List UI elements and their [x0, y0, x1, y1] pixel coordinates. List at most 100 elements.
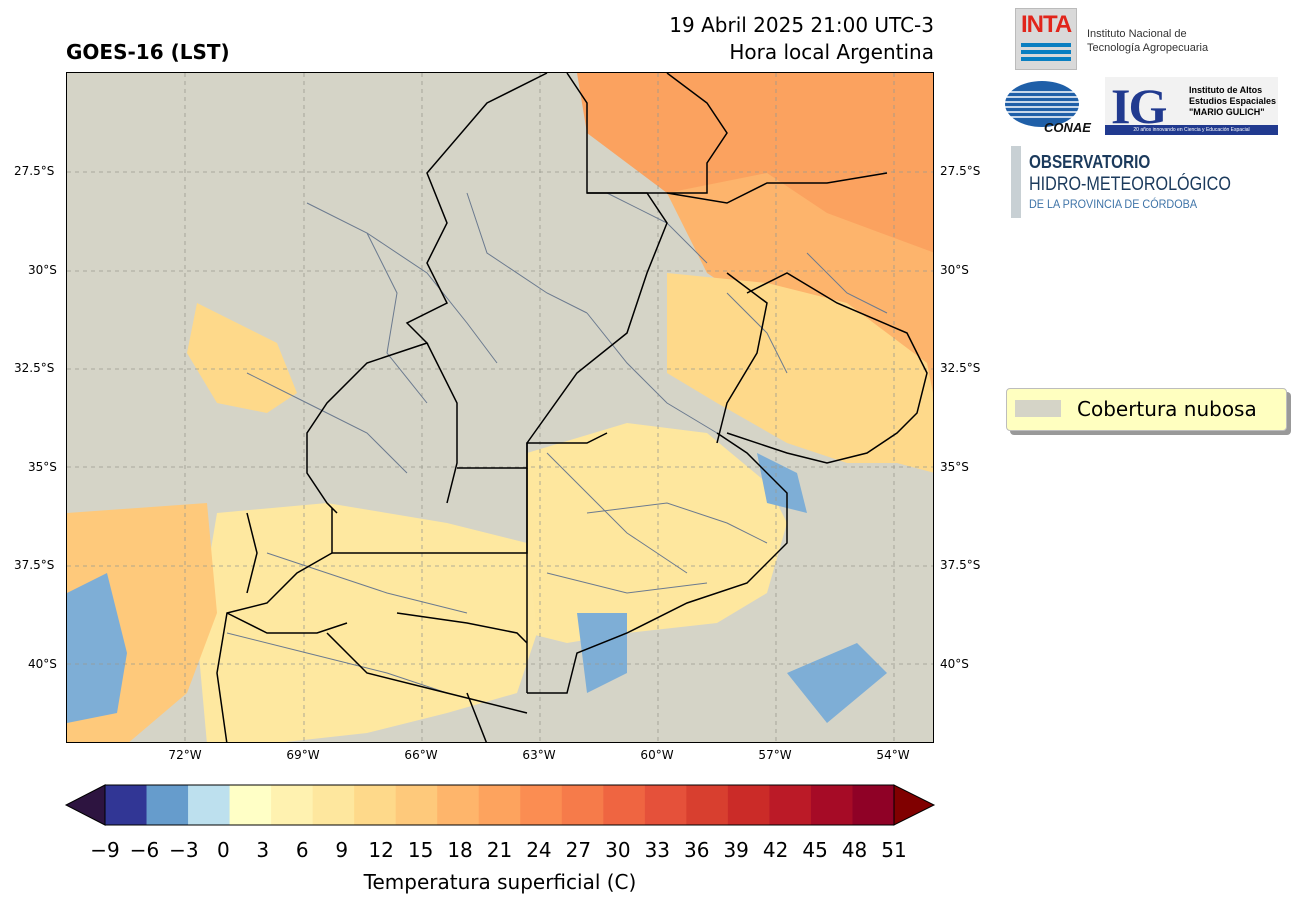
inta-stripe	[1021, 50, 1071, 54]
inta-name: Instituto Nacional de Tecnología Agropec…	[1087, 27, 1208, 55]
colorbar-cell	[188, 785, 231, 825]
cloud-legend-swatch	[1015, 400, 1061, 417]
southern-region	[197, 503, 537, 742]
observatorio-bar	[1011, 146, 1021, 218]
colorbar-tick-label: 12	[368, 838, 394, 862]
colorbar-cell	[229, 785, 272, 825]
colorbar-tick-label: 51	[881, 838, 907, 862]
ig-tagline: 20 años innovando en Ciencia y Educación…	[1105, 125, 1278, 135]
timezone-line: Hora local Argentina	[729, 40, 934, 64]
inta-name-line: Instituto Nacional de	[1087, 28, 1187, 40]
colorbar-cell	[769, 785, 812, 825]
timestamp-line: 19 Abril 2025 21:00 UTC-3	[669, 13, 934, 37]
lon-tick: 69°W	[286, 748, 320, 762]
colorbar-tick-label: 27	[565, 838, 592, 862]
lat-tick-left: 32.5°S	[14, 361, 55, 375]
colorbar-cell	[644, 785, 687, 825]
colorbar-tick-label: 18	[447, 838, 473, 862]
ig-logo: IG Instituto de Altos Estudios Espaciale…	[1105, 77, 1278, 135]
colorbar-tick-label: 33	[644, 838, 671, 862]
cloud-legend: Cobertura nubosa	[1006, 388, 1287, 431]
colorbar-frame	[104, 784, 895, 826]
colorbar-tick-label: 0	[216, 838, 230, 862]
colorbar-label: Temperatura superficial (C)	[363, 870, 637, 894]
colorbar-tick-label: 21	[486, 838, 513, 862]
colorbar-tick-label: −6	[129, 838, 160, 862]
cold-patch-ocean	[787, 643, 887, 723]
colorbar-tick-label: 48	[841, 838, 868, 862]
pampa-region	[527, 423, 787, 643]
colorbar-cell	[810, 785, 853, 825]
lat-tick-right: 40°S	[940, 657, 969, 671]
map-panel	[66, 72, 934, 743]
colorbar-tick-label: −9	[90, 838, 120, 862]
conae-logo: CONAE	[1005, 81, 1091, 134]
lat-tick-right: 35°S	[940, 460, 969, 474]
ig-name-line: Instituto de Altos	[1189, 85, 1263, 95]
inta-stripe	[1021, 57, 1071, 61]
observatorio-province: DE LA PROVINCIA DE CÓRDOBA	[1029, 197, 1198, 211]
colorbar-tick-label: 39	[723, 838, 749, 862]
colorbar-tick-label: 42	[762, 838, 789, 862]
inta-name-line: Tecnología Agropecuaria	[1087, 42, 1209, 54]
lat-tick-right: 30°S	[940, 263, 969, 277]
colorbar-tick-label: 30	[605, 838, 631, 862]
lat-tick-left: 27.5°S	[14, 164, 55, 178]
lat-tick-right: 27.5°S	[940, 164, 981, 178]
observatorio-title: OBSERVATORIO	[1029, 152, 1151, 172]
map-title: GOES-16 (LST)	[66, 40, 230, 64]
lon-tick: 60°W	[640, 748, 674, 762]
colorbar-cell	[852, 785, 895, 825]
colorbar-cell	[478, 785, 521, 825]
colorbar-tick-label: 24	[526, 838, 552, 862]
province-borders	[216, 73, 928, 742]
colorbar-tick-label: 6	[295, 838, 309, 862]
warm-region-litoral	[667, 273, 933, 473]
lat-tick-left: 35°S	[28, 460, 57, 474]
lat-tick-right: 32.5°S	[940, 361, 981, 375]
colorbar	[64, 784, 936, 826]
map-canvas	[67, 73, 933, 742]
inta-mark: INTA	[1021, 11, 1072, 38]
cloud-legend-label: Cobertura nubosa	[1077, 397, 1257, 421]
colorbar-cell	[520, 785, 563, 825]
colorbar-tick-label: 3	[256, 838, 270, 862]
graticule	[67, 73, 933, 742]
lon-tick: 54°W	[876, 748, 910, 762]
ig-name-line: Estudios Espaciales	[1189, 96, 1277, 106]
inta-logo: INTA	[1015, 8, 1077, 70]
cold-patch-coast	[577, 613, 627, 693]
colorbar-tick-label: 36	[684, 838, 710, 862]
inta-stripe	[1021, 43, 1071, 47]
mendoza-warm-patch	[187, 303, 297, 413]
ig-name-line: "MARIO GULICH"	[1189, 107, 1265, 117]
colorbar-cell	[312, 785, 355, 825]
ig-name: Instituto de Altos Estudios Espaciales "…	[1189, 85, 1276, 118]
colorbar-tick-label: 45	[802, 838, 828, 862]
colorbar-cell	[727, 785, 770, 825]
colorbar-cell	[105, 785, 148, 825]
lon-tick: 66°W	[404, 748, 438, 762]
cold-patch-southwest	[67, 573, 127, 723]
cold-patch-rio-plata	[757, 453, 807, 513]
lat-tick-left: 30°S	[28, 263, 57, 277]
colorbar-cell	[354, 785, 397, 825]
colorbar-cell	[437, 785, 480, 825]
ig-mark: IG	[1111, 78, 1167, 134]
lat-tick-left: 37.5°S	[14, 558, 55, 572]
colorbar-cell	[603, 785, 646, 825]
colorbar-tick-label: −3	[169, 838, 199, 862]
lon-tick: 57°W	[758, 748, 792, 762]
colorbar-cell	[686, 785, 729, 825]
conae-mark: CONAE	[1044, 120, 1091, 134]
observatorio-subtitle: HIDRO-METEOROLÓGICO	[1029, 174, 1231, 195]
colorbar-tick-label: 15	[407, 838, 434, 862]
lat-tick-left: 40°S	[28, 657, 57, 671]
lon-tick: 72°W	[168, 748, 202, 762]
colorbar-cell	[271, 785, 314, 825]
colorbar-over-arrow	[893, 784, 936, 826]
colorbar-tick-label: 9	[335, 838, 349, 862]
colorbar-cell	[561, 785, 604, 825]
colorbar-cell	[146, 785, 189, 825]
timestamp-title: 19 Abril 2025 21:00 UTC-3 Hora local Arg…	[669, 12, 934, 66]
